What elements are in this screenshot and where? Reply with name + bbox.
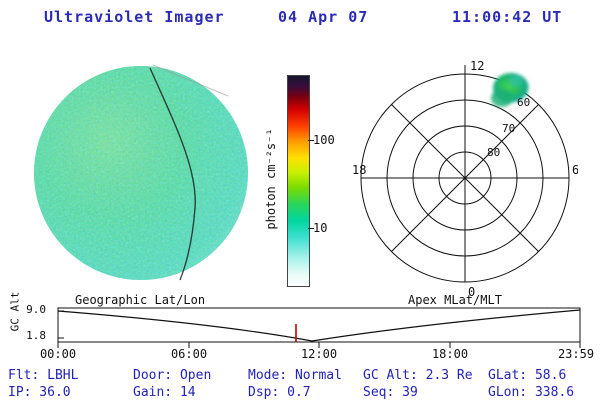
terminator-line xyxy=(149,67,196,281)
colorbar-units-label: photon cm⁻²s⁻¹ xyxy=(264,128,278,230)
observation-time: 11:00:42 UT xyxy=(452,8,563,26)
status-flt: Flt: LBHL xyxy=(8,368,79,383)
status-gain: Gain: 14 xyxy=(133,385,196,400)
x-tick-1800: 18:00 xyxy=(431,347,469,361)
x-tick-0000: 00:00 xyxy=(39,347,77,361)
limb-edge-line xyxy=(152,64,229,97)
apex-mlatmlt-label: Apex MLat/MLT xyxy=(408,293,502,307)
gc-alt-axis-label: GC Alt xyxy=(8,291,22,332)
page-title: Ultraviolet Imager xyxy=(44,8,225,26)
mlat-label-80: 80 xyxy=(487,146,500,159)
colorbar-tick-10 xyxy=(308,228,314,229)
status-glat: GLat: 58.6 xyxy=(488,368,567,383)
auroral-emission-blob xyxy=(491,73,529,107)
status-seq: Seq: 39 xyxy=(363,385,418,400)
polar-plot: 12 18 6 0 60 70 80 xyxy=(352,59,578,299)
x-tick-0600: 06:00 xyxy=(170,347,208,361)
colorbar xyxy=(287,75,310,287)
mlt-label-18: 18 xyxy=(352,163,366,177)
mlt-label-6: 6 xyxy=(572,163,578,177)
colorbar-tick-label-10: 10 xyxy=(313,221,328,235)
colorbar-tick-100 xyxy=(308,140,314,141)
x-tick-2359: 23:59 xyxy=(557,347,595,361)
status-door: Door: Open xyxy=(133,368,212,383)
gc-alt-plot xyxy=(57,307,581,348)
status-mode: Mode: Normal xyxy=(248,368,342,383)
uv-disk-image xyxy=(34,64,248,281)
axis-ticks xyxy=(57,310,581,348)
y-tick-9: 9.0 xyxy=(26,303,46,316)
plot-frame xyxy=(57,307,581,343)
status-gc-alt: GC Alt: 2.3 Re xyxy=(363,368,473,383)
mlt-spokes xyxy=(361,65,569,282)
status-dsp: Dsp: 0.7 xyxy=(248,385,311,400)
observation-date: 04 Apr 07 xyxy=(278,8,369,26)
status-ip: IP: 36.0 xyxy=(8,385,71,400)
y-tick-1.8: 1.8 xyxy=(26,329,46,342)
mlt-label-0: 0 xyxy=(468,285,475,299)
geographic-latlon-label: Geographic Lat/Lon xyxy=(75,293,206,307)
mlt-label-12: 12 xyxy=(470,59,484,73)
status-glon: GLon: 338.6 xyxy=(488,385,575,400)
colorbar-tick-label-100: 100 xyxy=(313,133,335,147)
mlat-label-70: 70 xyxy=(502,122,515,135)
x-tick-1200: 12:00 xyxy=(300,347,338,361)
mlat-label-60: 60 xyxy=(517,96,530,109)
altitude-curve xyxy=(57,309,581,342)
disk-speckle-texture xyxy=(34,66,248,280)
